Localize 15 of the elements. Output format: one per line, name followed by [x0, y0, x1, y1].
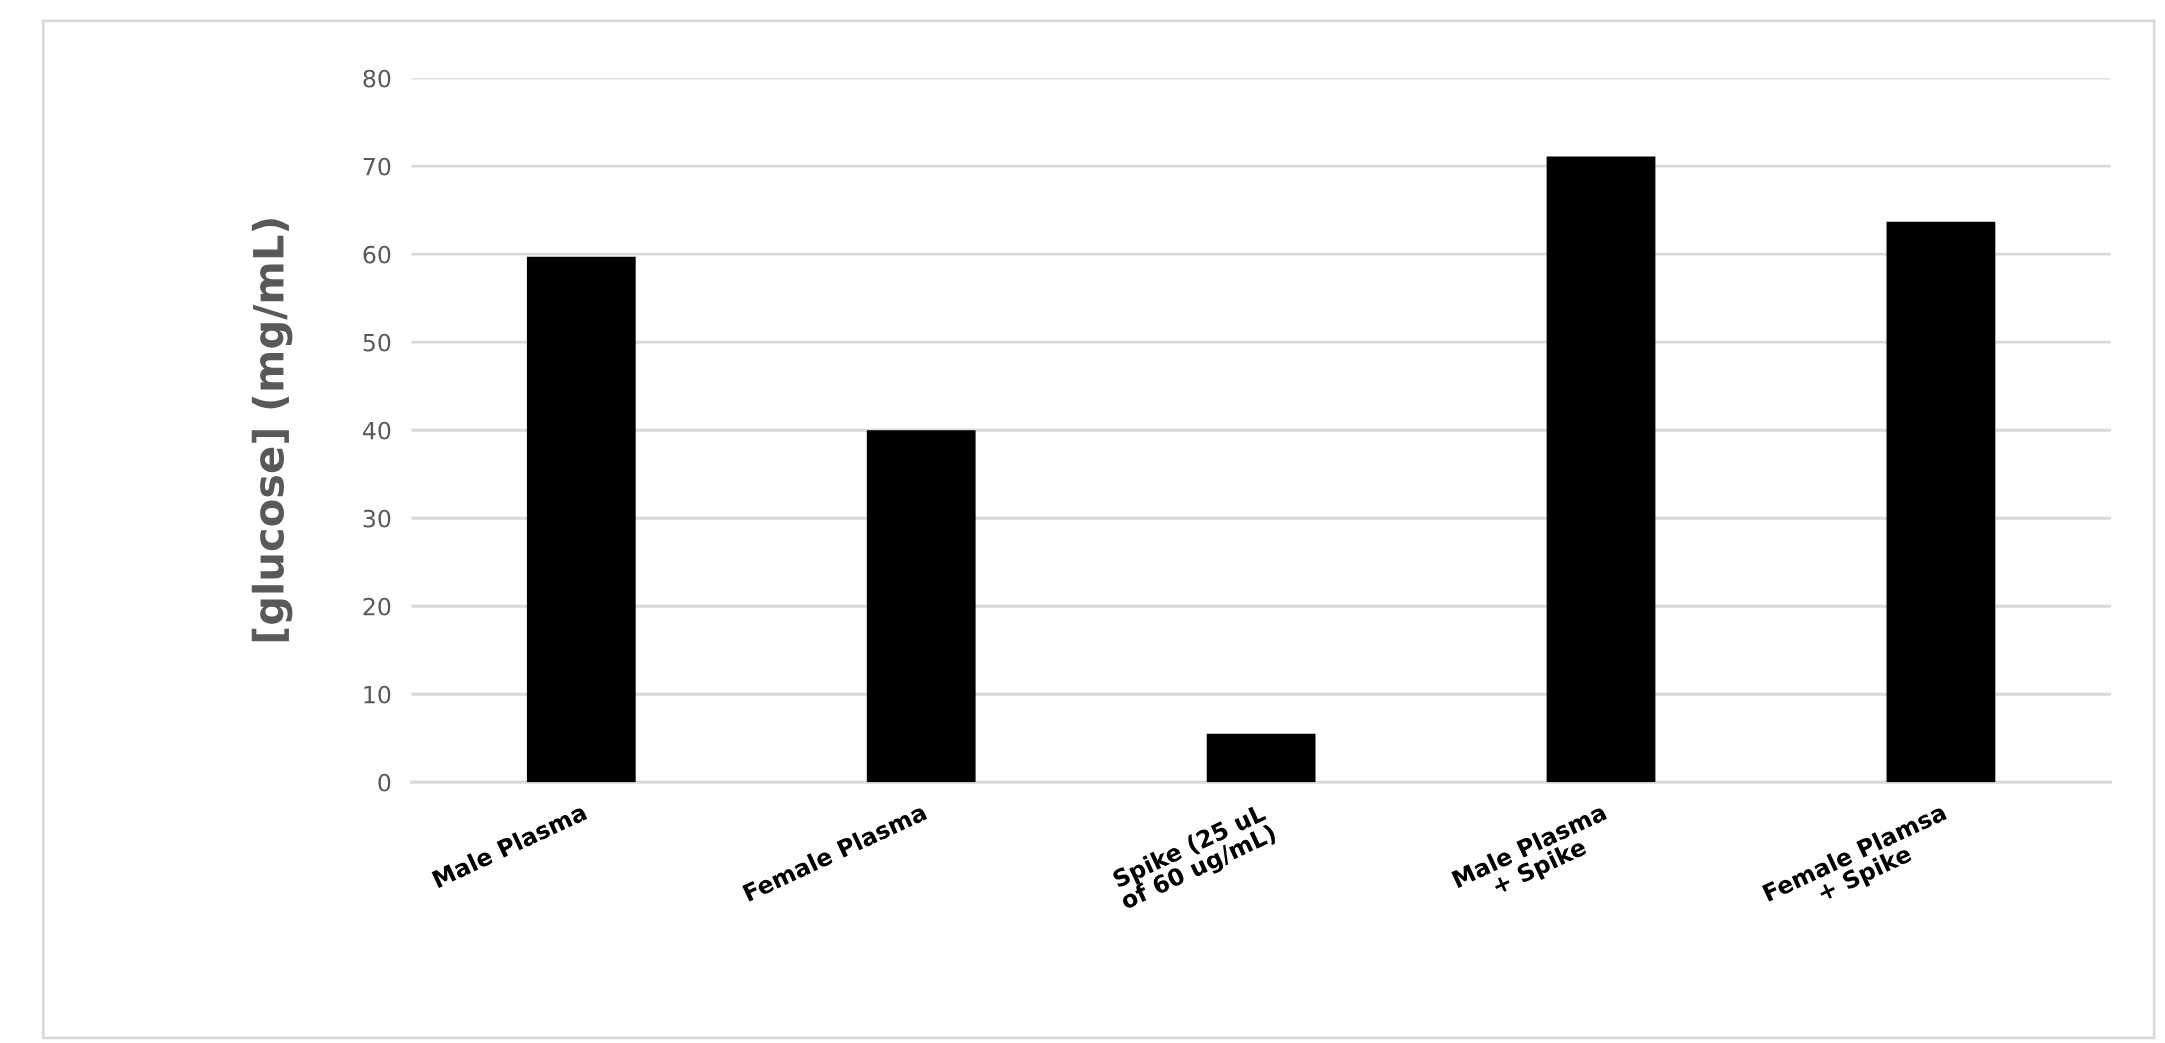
y-tick-label: 30 — [363, 509, 391, 528]
y-axis-title: [glucose] (mg/mL) — [251, 219, 293, 642]
y-tick-label: 10 — [364, 685, 391, 704]
y-tick-label: 60 — [363, 245, 391, 264]
y-tick-label: 0 — [378, 773, 391, 792]
y-tick-label: 50 — [363, 333, 391, 352]
bar — [1546, 156, 1656, 783]
bar — [866, 430, 976, 783]
y-tick-label: 40 — [363, 421, 391, 440]
y-tick-label: 70 — [363, 157, 391, 176]
y-tick-label: 80 — [363, 69, 391, 88]
y-tick-label: 20 — [363, 597, 391, 616]
bar — [1886, 221, 1996, 783]
bar — [1206, 733, 1316, 783]
bar — [526, 256, 636, 783]
